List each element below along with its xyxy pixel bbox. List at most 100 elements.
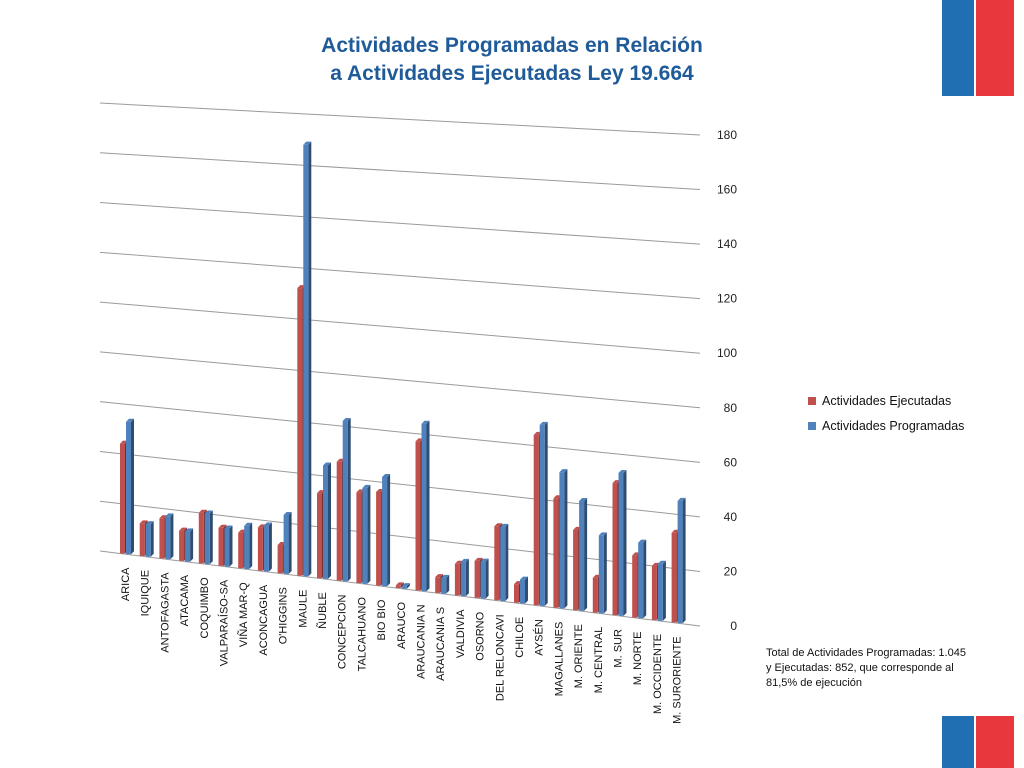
- x-tick-label: IQUIQUE: [140, 570, 152, 616]
- x-tick-label: VIÑA MAR-Q: [237, 582, 250, 647]
- bar-programadas: [500, 526, 506, 602]
- flag-red-stripe: [976, 0, 1014, 96]
- x-tick-label: M. SUR: [613, 629, 625, 668]
- bar-programadas-top: [382, 474, 391, 478]
- legend-item-programadas: Actividades Programadas: [808, 419, 964, 433]
- bar-ejecutadas: [474, 560, 480, 598]
- bar-ejecutadas-top: [651, 562, 660, 566]
- bar-programadas: [539, 424, 545, 606]
- x-tick-label: DEL RELONCAVI: [494, 614, 506, 701]
- bar-programadas: [224, 528, 230, 567]
- bar-ejecutadas: [454, 563, 460, 596]
- bar-programadas-side: [426, 420, 430, 592]
- bar-ejecutadas-top: [454, 560, 463, 564]
- bar-programadas: [520, 579, 525, 604]
- bar-programadas-top: [244, 522, 253, 526]
- bar-programadas: [165, 516, 171, 560]
- bar-programadas-side: [643, 539, 647, 619]
- x-tick-label: CONCEPCION: [337, 595, 349, 670]
- bar-programadas-top: [185, 528, 194, 532]
- bar-programadas-top: [323, 462, 331, 466]
- bar-ejecutadas: [139, 523, 145, 556]
- bar-programadas: [244, 525, 250, 570]
- bar-ejecutadas: [573, 529, 579, 611]
- bar-programadas-side: [170, 513, 174, 560]
- bar-ejecutadas: [671, 532, 677, 623]
- flag-decoration-top: [942, 0, 1014, 96]
- gridline: [99, 102, 701, 136]
- bar-ejecutadas: [632, 555, 638, 618]
- y-tick-label: 160: [717, 183, 737, 197]
- x-tick-label: MAGALLANES: [553, 622, 565, 697]
- bar-programadas-side: [603, 532, 607, 614]
- bar-programadas-side: [229, 525, 233, 567]
- bar-programadas: [145, 524, 151, 557]
- y-tick-label: 100: [717, 346, 737, 360]
- y-tick-label: 120: [717, 292, 737, 306]
- bar-ejecutadas-top: [198, 509, 207, 513]
- bar-ejecutadas: [120, 443, 125, 554]
- bar-programadas-side: [485, 558, 489, 599]
- bar-programadas-top: [342, 418, 351, 422]
- x-tick-label: MAULE: [297, 590, 309, 628]
- bar-programadas-top: [263, 522, 272, 526]
- bar-programadas-side: [308, 141, 312, 577]
- bar-ejecutadas: [612, 483, 618, 616]
- gridline: [99, 251, 701, 300]
- x-tick-label: ÑUBLE: [316, 592, 329, 629]
- bar-ejecutadas: [514, 584, 519, 603]
- y-tick-label: 40: [724, 510, 738, 524]
- y-tick-label: 140: [717, 237, 737, 251]
- bar-ejecutadas: [533, 434, 539, 606]
- gridline: [99, 450, 701, 518]
- bar-ejecutadas-top: [179, 527, 188, 531]
- bar-ejecutadas: [198, 512, 204, 564]
- bar-programadas: [283, 515, 289, 574]
- bar-programadas-side: [150, 521, 154, 557]
- x-tick-label: OSORNO: [475, 611, 487, 660]
- bar-programadas-side: [209, 510, 213, 565]
- bar-ejecutadas: [376, 491, 382, 586]
- bar-programadas: [401, 586, 407, 589]
- bar-ejecutadas-top: [494, 523, 503, 527]
- y-tick-label: 20: [724, 564, 738, 578]
- x-tick-label: COQUIMBO: [199, 577, 211, 639]
- bar-ejecutadas: [651, 565, 657, 620]
- bar-programadas-top: [441, 574, 450, 578]
- y-tick-label: 180: [717, 128, 737, 142]
- y-tick-label: 60: [724, 455, 738, 469]
- bar-programadas: [677, 500, 683, 624]
- bar-ejecutadas: [494, 526, 500, 601]
- legend-label-ejecutadas: Actividades Ejecutadas: [822, 394, 952, 408]
- bar-ejecutadas: [395, 585, 401, 588]
- legend-swatch-programadas: [808, 422, 816, 430]
- bar-programadas-top: [520, 576, 528, 580]
- chart-title-line1: Actividades Programadas en Relación: [321, 34, 703, 57]
- bar-programadas: [480, 561, 486, 599]
- bar-ejecutadas-top: [139, 520, 148, 524]
- bar-programadas: [579, 501, 585, 611]
- bar-programadas: [303, 144, 309, 577]
- flag-blue-stripe: [942, 716, 974, 768]
- bar-programadas-side: [525, 576, 528, 604]
- bar-ejecutadas: [218, 527, 224, 566]
- bar-programadas: [382, 477, 388, 587]
- bar-programadas-top: [303, 141, 312, 145]
- bar-ejecutadas-top: [159, 515, 168, 519]
- bar-programadas-top: [460, 558, 469, 562]
- bar-programadas-top: [657, 560, 666, 564]
- flag-red-stripe: [976, 716, 1014, 768]
- bar-ejecutadas-top: [257, 524, 266, 528]
- bar-programadas-top: [677, 497, 686, 501]
- chart-title-line2: a Actividades Ejecutadas Ley 19.664: [330, 62, 694, 85]
- bar-programadas-side: [446, 574, 450, 594]
- bar-programadas-side: [288, 512, 292, 574]
- bar-ejecutadas: [415, 441, 421, 591]
- bar-ejecutadas: [336, 461, 342, 581]
- chart-title: Actividades Programadas en Relación a Ac…: [0, 32, 1024, 88]
- bar-programadas-side: [131, 418, 134, 555]
- x-tick-label: M. OCCIDENTE: [652, 634, 664, 714]
- x-tick-label: VALPARAÍSO-SA: [218, 579, 231, 666]
- bar-programadas-side: [387, 474, 391, 587]
- bar-programadas-top: [401, 583, 410, 587]
